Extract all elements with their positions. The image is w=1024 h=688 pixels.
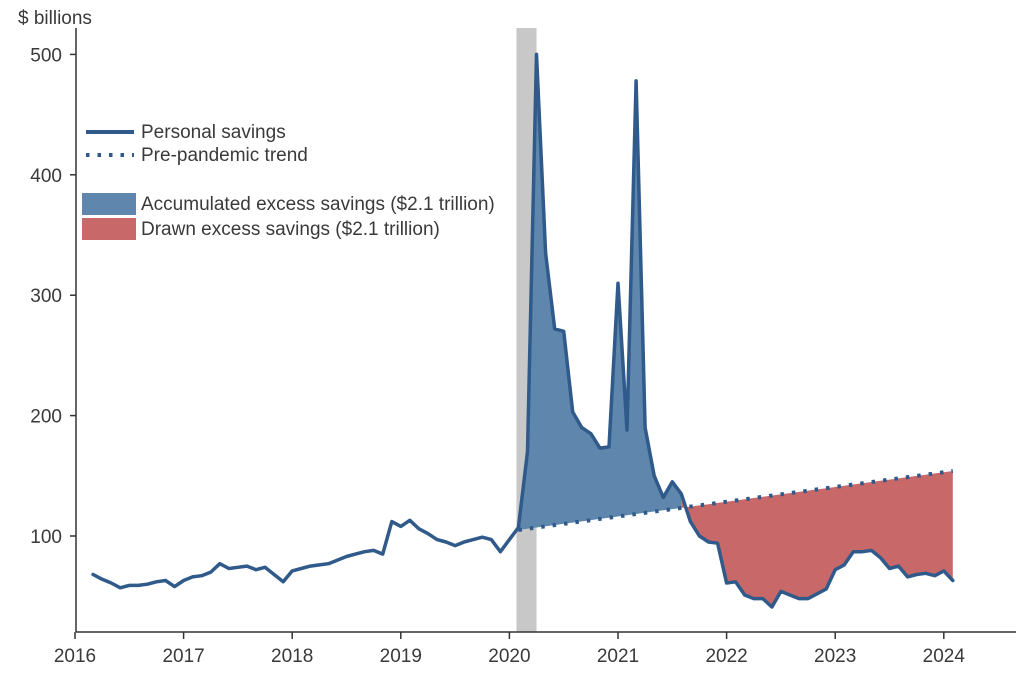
y-tick-label: 500	[30, 45, 62, 66]
accumulated-excess-savings-area	[518, 54, 682, 531]
axes	[75, 28, 1016, 633]
y-tick-label: 100	[30, 527, 62, 548]
x-tick-label: 2022	[705, 646, 747, 667]
x-tick-label: 2023	[814, 646, 856, 667]
y-axis-ticks: 100 200 300 400 500	[30, 45, 76, 548]
legend-label: Pre-pandemic trend	[141, 145, 308, 166]
y-tick-label: 200	[30, 407, 62, 428]
x-tick-label: 2020	[488, 646, 530, 667]
legend-label: Personal savings	[141, 122, 286, 143]
y-tick-label: 400	[30, 166, 62, 187]
x-tick-label: 2021	[597, 646, 639, 667]
x-tick-label: 2024	[923, 646, 966, 667]
x-tick-label: 2019	[380, 646, 422, 667]
excess-savings-areas	[518, 54, 953, 607]
pre-pandemic-trend-line	[518, 469, 954, 532]
legend-item: Personal savings	[86, 122, 286, 143]
legend-label: Drawn excess savings ($2.1 trillion)	[141, 219, 440, 240]
y-tick-label: 300	[30, 286, 62, 307]
legend-item: Accumulated excess savings ($2.1 trillio…	[82, 193, 495, 215]
legend-label: Accumulated excess savings ($2.1 trillio…	[141, 194, 495, 215]
x-tick-label: 2016	[54, 646, 96, 667]
legend-item: Drawn excess savings ($2.1 trillion)	[82, 218, 440, 240]
personal-savings-line	[91, 52, 955, 609]
x-tick-label: 2018	[271, 646, 313, 667]
series-lines	[91, 52, 955, 609]
x-axis-ticks: 2016 2017 2018 2019 2020 2021 2022 2023 2024	[54, 632, 966, 667]
legend-swatch-area	[82, 218, 136, 240]
drawn-excess-savings-area	[681, 471, 953, 607]
y-axis-label: $ billions	[18, 8, 92, 29]
legend-item: Pre-pandemic trend	[86, 145, 308, 166]
legend-swatch-area	[82, 193, 136, 215]
x-tick-label: 2017	[162, 646, 204, 667]
